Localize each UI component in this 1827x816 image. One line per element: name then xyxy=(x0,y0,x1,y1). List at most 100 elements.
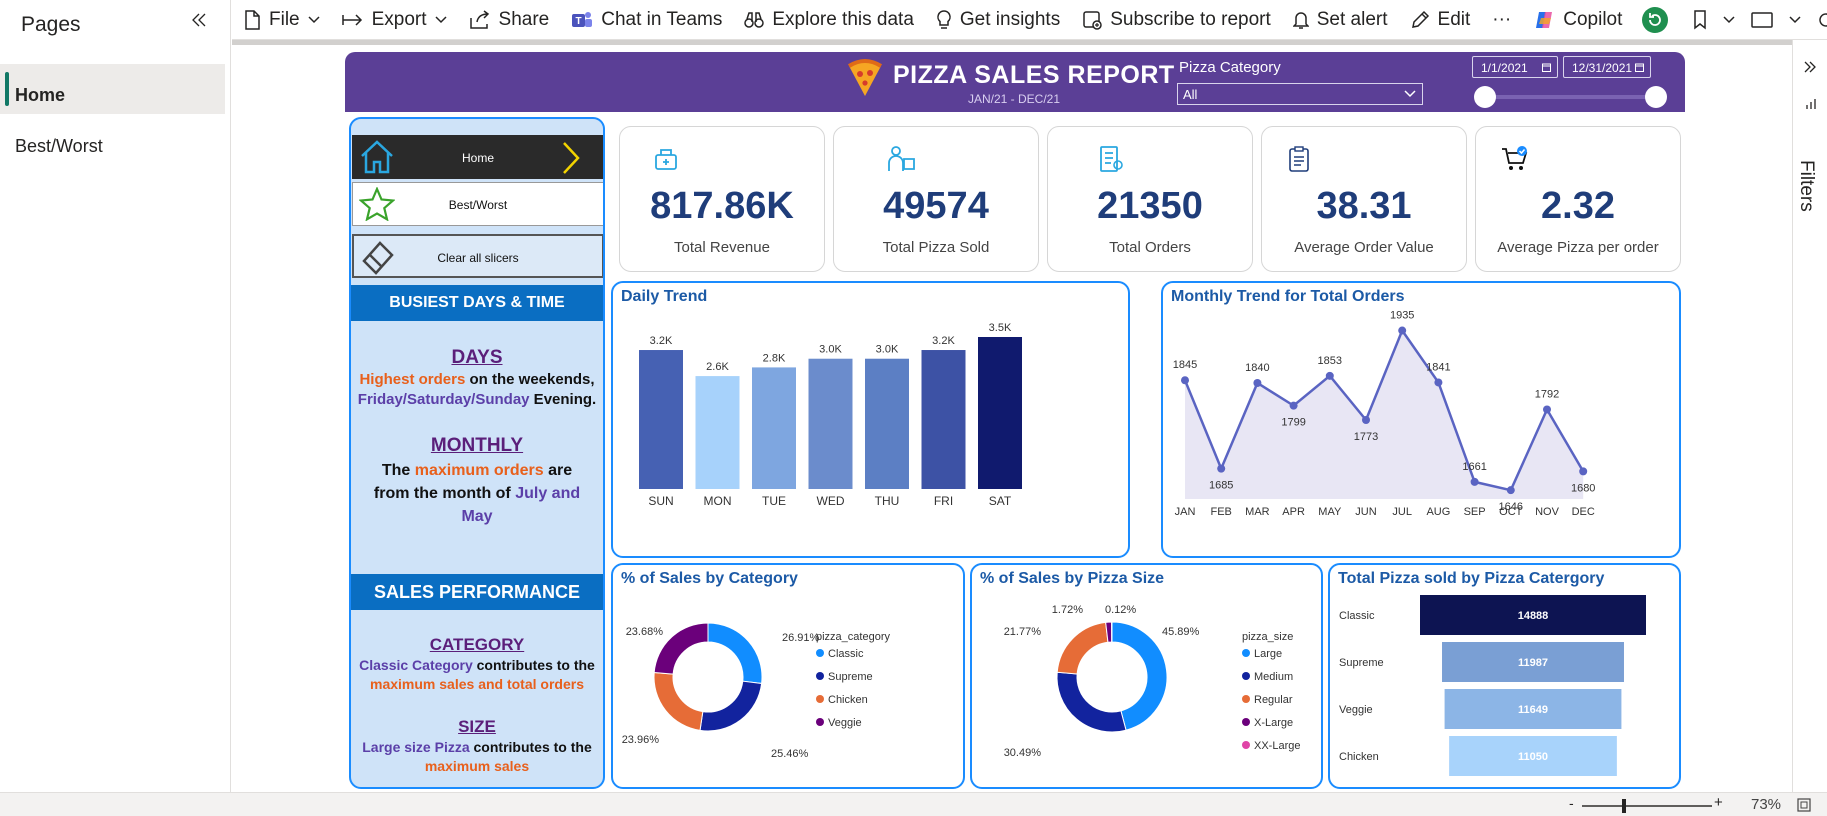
zoom-out-button[interactable]: - xyxy=(1569,795,1574,811)
x-tick-label: JUN xyxy=(1355,506,1376,518)
date-slider-end-handle[interactable] xyxy=(1645,86,1667,108)
date-slider-start-handle[interactable] xyxy=(1474,86,1496,108)
horizontal-scrollbar[interactable] xyxy=(232,40,1792,45)
pages-pane: Pages Home Best/Worst xyxy=(0,0,231,792)
best-worst-nav-button[interactable]: Best/Worst xyxy=(352,182,603,226)
bar-tue xyxy=(752,367,796,489)
data-label: 23.96% xyxy=(622,734,660,746)
funnel-bar-chicken xyxy=(1449,736,1617,776)
expand-filters-icon[interactable] xyxy=(1803,60,1817,74)
category-label-classic: Classic xyxy=(1339,610,1375,622)
legend-label-regular: Regular xyxy=(1254,694,1293,706)
legend-title: pizza_category xyxy=(816,631,890,643)
kpi-value: 38.31 xyxy=(1316,185,1412,227)
calendar-icon[interactable] xyxy=(1635,63,1644,72)
calendar-icon[interactable] xyxy=(1542,63,1551,72)
legend-title: pizza_size xyxy=(1242,631,1293,643)
page-tab-best-worst[interactable]: Best/Worst xyxy=(15,136,103,156)
zoom-slider-thumb[interactable] xyxy=(1622,799,1626,813)
chat-in-teams-button[interactable]: T Chat in Teams xyxy=(560,0,733,40)
collapse-pane-icon[interactable] xyxy=(191,12,207,28)
shopping-cart-icon xyxy=(1502,146,1528,170)
data-point-dec xyxy=(1579,467,1588,476)
order-list-icon xyxy=(1100,146,1123,172)
kpi-card-average-pizza-per-order[interactable]: 2.32 Average Pizza per order xyxy=(1475,126,1681,272)
view-menu[interactable] xyxy=(1743,0,1809,40)
sales-by-category-chart[interactable]: % of Sales by Category 26.91% 25.46% 23.96… xyxy=(611,563,965,789)
end-date-input[interactable]: 12/31/2021 xyxy=(1563,56,1651,78)
category-text: contributes to the xyxy=(472,657,595,673)
explore-data-button[interactable]: Explore this data xyxy=(733,0,925,40)
x-tick-label: AUG xyxy=(1426,506,1450,518)
reset-icon xyxy=(1642,6,1669,33)
bookmark-icon xyxy=(1694,9,1707,30)
data-label: 45.89% xyxy=(1162,626,1200,638)
toolbar: File Export Share T Chat in Teams Explor… xyxy=(232,0,1827,40)
fit-to-page-icon[interactable] xyxy=(1797,798,1811,812)
refresh-visuals-button[interactable] xyxy=(1633,0,1685,40)
edit-button[interactable]: Edit xyxy=(1399,0,1482,40)
subscribe-button[interactable]: Subscribe to report xyxy=(1071,0,1282,40)
data-label: 26.91% xyxy=(782,632,820,644)
pizza-category-dropdown[interactable]: All xyxy=(1177,83,1423,105)
start-date-input[interactable]: 1/1/2021 xyxy=(1472,56,1558,78)
slice-classic xyxy=(707,622,763,685)
days-weekend-highlight: Friday/Saturday/Sunday xyxy=(357,391,530,408)
legend-label-xx-large: XX-Large xyxy=(1254,740,1300,752)
data-label: 1685 xyxy=(1209,480,1233,492)
home-icon xyxy=(361,140,393,174)
copilot-button[interactable]: Copilot xyxy=(1522,0,1633,40)
alert-label: Set alert xyxy=(1316,8,1388,30)
pizza-sold-by-category-chart[interactable]: Total Pizza sold by Pizza Catergory 1488… xyxy=(1328,563,1681,789)
page-tab-home[interactable]: Home xyxy=(0,64,225,114)
kpi-card-total-pizza-sold[interactable]: 49574 Total Pizza Sold xyxy=(833,126,1039,272)
monthly-text: The xyxy=(381,462,415,479)
get-insights-button[interactable]: Get insights xyxy=(925,0,1071,40)
data-point-may xyxy=(1325,371,1334,380)
bar-fri xyxy=(921,350,966,489)
data-point-jan xyxy=(1181,376,1189,385)
home-nav-button[interactable]: Home xyxy=(352,135,603,179)
data-label: 11649 xyxy=(1518,704,1548,716)
refresh-button[interactable] xyxy=(1809,0,1827,40)
daily-trend-chart[interactable]: Daily Trend 3.2K SUN 2.6K MON 2.8K TUE 3.0K WED… xyxy=(611,281,1130,558)
date-range-slider[interactable] xyxy=(1485,95,1655,99)
data-label: 1.72% xyxy=(1052,604,1083,616)
kpi-card-total-orders[interactable]: 21350 Total Orders xyxy=(1047,126,1253,272)
best-worst-nav-label: Best/Worst xyxy=(448,198,508,212)
x-tick-label: DEC xyxy=(1572,506,1595,518)
zoom-slider[interactable] xyxy=(1582,799,1712,813)
home-nav-label: Home xyxy=(461,151,494,165)
kpi-label: Average Order Value xyxy=(1294,239,1434,256)
more-options-icon: ··· xyxy=(1492,8,1512,30)
days-note: DAYS Highest orders on the weekends, Fri… xyxy=(351,348,603,410)
file-icon xyxy=(245,9,260,30)
kpi-card-average-order-value[interactable]: 38.31 Average Order Value xyxy=(1261,126,1467,272)
filters-pane[interactable]: Filters xyxy=(1792,40,1827,792)
clear-all-slicers-button[interactable]: Clear all slicers xyxy=(352,234,603,278)
legend-label-classic: Classic xyxy=(828,648,864,660)
set-alert-button[interactable]: Set alert xyxy=(1282,0,1399,40)
more-options-button[interactable]: ··· xyxy=(1481,0,1522,40)
bar-sun xyxy=(639,350,683,489)
zoom-in-button[interactable]: + xyxy=(1714,794,1723,811)
lightbulb-icon xyxy=(937,9,951,29)
pencil-icon xyxy=(1411,10,1429,28)
monthly-trend-chart[interactable]: Monthly Trend for Total Orders 1845 JAN 16… xyxy=(1161,281,1681,558)
chart-title: Daily Trend xyxy=(621,288,708,305)
category-label-supreme: Supreme xyxy=(1339,657,1384,669)
x-tick-label: OCT xyxy=(1499,506,1523,518)
sales-by-size-chart[interactable]: % of Sales by Pizza Size 45.89% 30.49% 21.… xyxy=(970,563,1323,789)
svg-text:T: T xyxy=(576,16,582,27)
category-note: CATEGORY Classic Category contributes to… xyxy=(351,635,603,694)
export-menu[interactable]: Export xyxy=(331,0,458,40)
share-button[interactable]: Share xyxy=(458,0,561,40)
size-heading: SIZE xyxy=(458,717,496,736)
file-menu[interactable]: File xyxy=(232,0,331,40)
chart-title: % of Sales by Category xyxy=(621,570,798,587)
bell-icon xyxy=(1292,11,1309,29)
kpi-card-total-revenue[interactable]: 817.86K Total Revenue xyxy=(619,126,825,272)
x-tick-label: SUN xyxy=(648,494,673,508)
bookmark-menu[interactable] xyxy=(1685,0,1743,40)
eraser-icon xyxy=(362,241,394,275)
